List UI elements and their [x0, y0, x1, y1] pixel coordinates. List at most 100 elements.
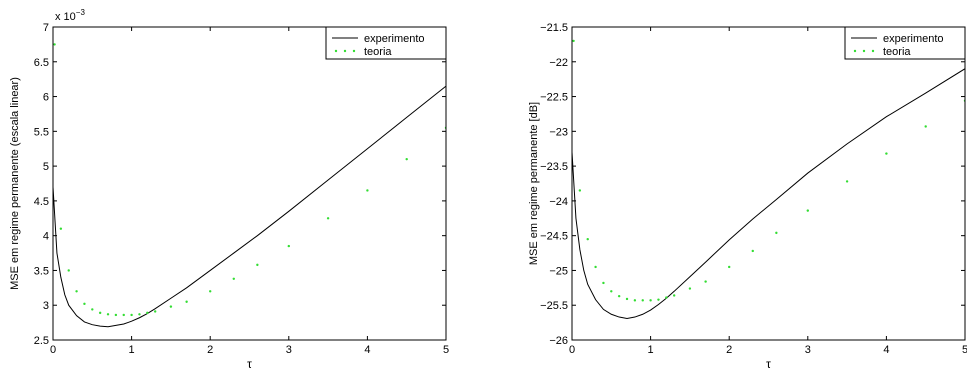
series-point-teoria [91, 308, 94, 311]
series-point-teoria [366, 189, 369, 192]
y-tick-label: −25.5 [540, 300, 568, 312]
series-point-teoria [153, 310, 157, 313]
y-tick-label: 3 [43, 300, 49, 312]
y-tick-label: −22.5 [540, 92, 568, 104]
series-point-teoria [594, 265, 597, 269]
legend-swatch-teoria [352, 49, 356, 53]
series-experimento [53, 85, 446, 328]
y-tick-label: −22 [549, 57, 568, 69]
series-point-teoria [53, 43, 56, 46]
y-tick-label: −21.5 [540, 22, 568, 34]
x-tick-label: 3 [805, 344, 811, 356]
legend-swatch-teoria [334, 49, 338, 53]
series-point-teoria [75, 290, 78, 293]
legend-label-teoria: teoria [883, 46, 911, 58]
x-tick-label: 5 [443, 344, 449, 356]
series-point-teoria [578, 189, 582, 192]
series-point-teoria [586, 237, 589, 241]
series-point-teoria [67, 269, 70, 272]
y-tick-label: −24 [549, 196, 568, 208]
legend-label-teoria: teoria [364, 46, 392, 58]
legend-swatch-teoria [862, 49, 866, 53]
series-point-teoria [130, 313, 133, 317]
series-point-teoria [672, 294, 676, 297]
series-line-experimento [53, 85, 446, 328]
x-tick-label: 0 [50, 344, 56, 356]
y-tick-label: 6 [43, 92, 49, 104]
series-point-teoria [138, 313, 141, 316]
axis-exponent-base: x 10 [55, 11, 76, 23]
y-tick-label: 6.5 [34, 57, 49, 69]
y-tick-label: 7 [43, 22, 49, 34]
series-point-teoria [122, 313, 125, 317]
y-tick-label: 4.5 [34, 196, 49, 208]
x-tick-label: 4 [883, 344, 889, 356]
x-tick-label: 2 [207, 344, 213, 356]
axis-exponent: x 10−3 [55, 8, 85, 23]
series-point-teoria [806, 209, 809, 212]
series-teoria [572, 39, 965, 302]
y-tick-label: −23 [549, 126, 568, 138]
series-point-teoria [641, 299, 644, 302]
series-point-teoria [657, 298, 660, 301]
y-tick-label: −23.5 [540, 161, 568, 173]
legend-label-experimento: experimento [883, 33, 944, 45]
series-teoria [53, 43, 446, 317]
series-point-teoria [775, 231, 778, 235]
x-tick-label: 2 [726, 344, 732, 356]
series-point-teoria [704, 280, 707, 283]
series-point-teoria [885, 152, 888, 155]
series-experimento [572, 68, 965, 319]
chart-db-scale: 0 1 2 3 4 5 −26 −25.5 −25 −24.5 −24 −23.5 −23 −22.5 −2… [528, 22, 967, 371]
y-tick-label: −24.5 [540, 231, 568, 243]
series-line-experimento [572, 68, 965, 319]
series-point-teoria [169, 305, 173, 308]
series-point-teoria [688, 287, 692, 290]
series-point-teoria [59, 227, 63, 230]
series-point-teoria [649, 299, 652, 302]
legend-swatch-teoria [871, 49, 875, 53]
series-point-teoria [665, 296, 668, 299]
series-point-teoria [845, 180, 849, 183]
axes-frame [571, 26, 966, 341]
y-tick-label: 5 [43, 161, 49, 173]
x-tick-label: 4 [364, 344, 370, 356]
series-point-teoria [146, 311, 149, 315]
x-tick-label: 5 [962, 344, 967, 356]
x-tick-label: 1 [129, 344, 135, 356]
legend-label-experimento: experimento [364, 33, 425, 45]
y-axis-label: MSE em regime permanente (escala linear) [9, 77, 21, 290]
series-point-teoria [83, 302, 86, 306]
legend-box [844, 26, 966, 60]
plot-area [572, 27, 965, 340]
y-tick-label: 4 [43, 231, 49, 243]
series-point-teoria [617, 294, 621, 298]
x-tick-label: 3 [286, 344, 292, 356]
series-point-teoria [602, 281, 605, 285]
y-tick-label: −26 [549, 335, 568, 347]
series-point-teoria [185, 300, 188, 303]
series-point-teoria [625, 297, 629, 301]
series-point-teoria [326, 217, 330, 220]
axis-exponent-power: −3 [76, 8, 86, 17]
plot-area [53, 27, 446, 340]
x-axis-label: τ [766, 357, 771, 371]
series-point-teoria [106, 313, 110, 316]
series-point-teoria [114, 313, 118, 317]
series-point-teoria [924, 125, 927, 128]
x-tick-label: 1 [648, 344, 654, 356]
legend-swatch-teoria [853, 49, 857, 53]
series-point-teoria [232, 277, 235, 280]
series-point-teoria [728, 265, 731, 269]
series-point-teoria [751, 249, 754, 253]
y-tick-label: −25 [549, 265, 568, 277]
x-tick-label: 0 [569, 344, 575, 356]
series-point-teoria [405, 157, 408, 161]
x-axis-label: τ [247, 357, 252, 371]
legend-swatch-teoria [343, 49, 347, 53]
series-point-teoria [610, 290, 613, 293]
y-tick-label: 5.5 [34, 126, 49, 138]
